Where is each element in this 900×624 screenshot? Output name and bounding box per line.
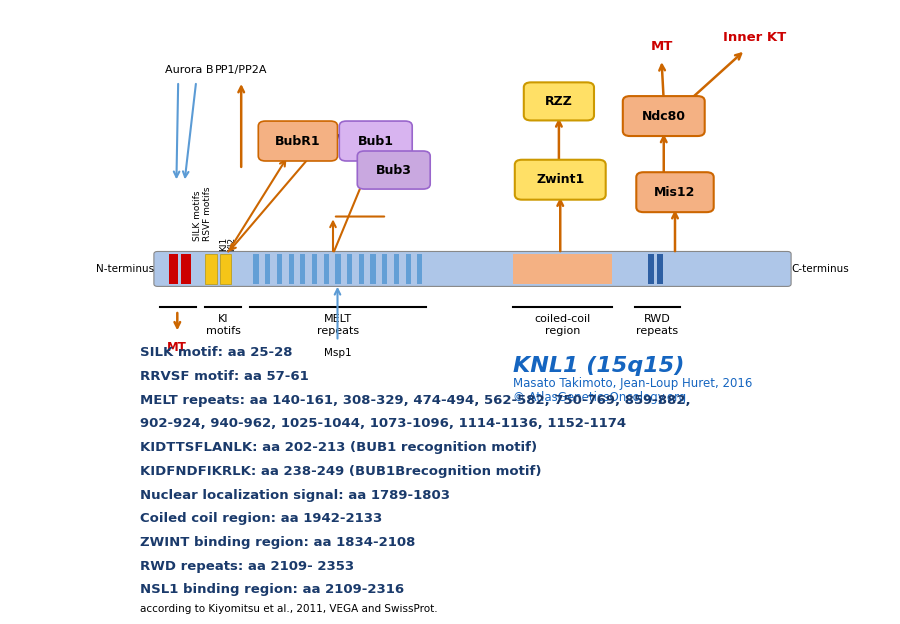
Text: PP1/PP2A: PP1/PP2A [215, 65, 267, 75]
Bar [359, 254, 364, 284]
Text: KI1: KI1 [219, 236, 228, 251]
Bar [169, 254, 178, 284]
Bar [205, 254, 217, 284]
FancyBboxPatch shape [623, 96, 705, 136]
Text: BubR1: BubR1 [275, 135, 320, 147]
Text: /: / [334, 132, 339, 150]
Text: RZZ: RZZ [545, 95, 572, 108]
Text: © AtlasGeneticsOncology.org: © AtlasGeneticsOncology.org [513, 391, 686, 404]
Text: MELT
repeats: MELT repeats [317, 314, 359, 336]
Text: RSVF motifs: RSVF motifs [202, 187, 211, 241]
Text: RWD repeats: aa 2109- 2353: RWD repeats: aa 2109- 2353 [140, 560, 354, 573]
FancyBboxPatch shape [339, 121, 412, 161]
Text: coiled-coil
region: coiled-coil region [535, 314, 590, 336]
Bar [324, 254, 328, 284]
Text: Coiled coil region: aa 1942-2133: Coiled coil region: aa 1942-2133 [140, 512, 382, 525]
Text: 902-924, 940-962, 1025-1044, 1073-1096, 1114-1136, 1152-1174: 902-924, 940-962, 1025-1044, 1073-1096, … [140, 417, 626, 431]
Text: KI
motifs: KI motifs [206, 314, 240, 336]
Bar [336, 254, 340, 284]
Bar [418, 254, 422, 284]
Text: KNL1 (15q15): KNL1 (15q15) [513, 356, 684, 376]
FancyBboxPatch shape [636, 172, 714, 212]
Bar [657, 254, 663, 284]
Text: Bub3: Bub3 [376, 163, 411, 177]
Text: Ndc80: Ndc80 [642, 110, 686, 122]
FancyBboxPatch shape [524, 82, 594, 120]
Bar [266, 254, 270, 284]
Bar [312, 254, 317, 284]
Text: MT: MT [167, 341, 187, 354]
Bar [289, 254, 293, 284]
Bar [648, 254, 654, 284]
Text: Masato Takimoto, Jean-Loup Huret, 2016: Masato Takimoto, Jean-Loup Huret, 2016 [513, 377, 752, 390]
Text: C-terminus: C-terminus [791, 264, 849, 274]
Bar [254, 254, 258, 284]
Text: SILK motifs: SILK motifs [194, 191, 202, 241]
Text: Inner KT: Inner KT [723, 31, 786, 44]
FancyBboxPatch shape [515, 160, 606, 200]
Bar [406, 254, 410, 284]
Text: Mis12: Mis12 [654, 186, 696, 198]
Bar [347, 254, 352, 284]
FancyBboxPatch shape [154, 251, 791, 286]
Text: Zwint1: Zwint1 [536, 173, 584, 186]
Text: Msp1: Msp1 [324, 348, 351, 358]
Bar [513, 254, 612, 284]
Text: MELT repeats: aa 140-161, 308-329, 474-494, 562-582, 750-769, 859-882,: MELT repeats: aa 140-161, 308-329, 474-4… [140, 394, 690, 407]
Text: KIDFNDFIKRLK: aa 238-249 (BUB1Brecognition motif): KIDFNDFIKRLK: aa 238-249 (BUB1Brecogniti… [140, 465, 541, 478]
Bar [181, 254, 191, 284]
Bar [382, 254, 387, 284]
Text: SILK motif: aa 25-28: SILK motif: aa 25-28 [140, 346, 292, 359]
Text: KIDTTSFLANLK: aa 202-213 (BUB1 recognition motif): KIDTTSFLANLK: aa 202-213 (BUB1 recogniti… [140, 441, 536, 454]
FancyBboxPatch shape [357, 151, 430, 189]
Bar [220, 254, 231, 284]
Bar [371, 254, 375, 284]
Bar [394, 254, 399, 284]
FancyBboxPatch shape [258, 121, 338, 161]
Text: NSL1 binding region: aa 2109-2316: NSL1 binding region: aa 2109-2316 [140, 583, 403, 597]
Text: ZWINT binding region: aa 1834-2108: ZWINT binding region: aa 1834-2108 [140, 536, 415, 549]
Text: Bub1: Bub1 [358, 135, 394, 147]
Text: RRVSF motif: aa 57-61: RRVSF motif: aa 57-61 [140, 370, 308, 383]
Text: Nuclear localization signal: aa 1789-1803: Nuclear localization signal: aa 1789-180… [140, 489, 449, 502]
Bar [301, 254, 305, 284]
Text: MT: MT [651, 40, 672, 53]
Text: according to Kiyomitsu et al., 2011, VEGA and SwissProt.: according to Kiyomitsu et al., 2011, VEG… [140, 604, 437, 614]
Text: KI2: KI2 [227, 236, 236, 251]
Text: N-terminus: N-terminus [95, 264, 154, 274]
Text: RWD
repeats: RWD repeats [636, 314, 679, 336]
Bar [277, 254, 282, 284]
Text: Aurora B: Aurora B [165, 65, 213, 75]
